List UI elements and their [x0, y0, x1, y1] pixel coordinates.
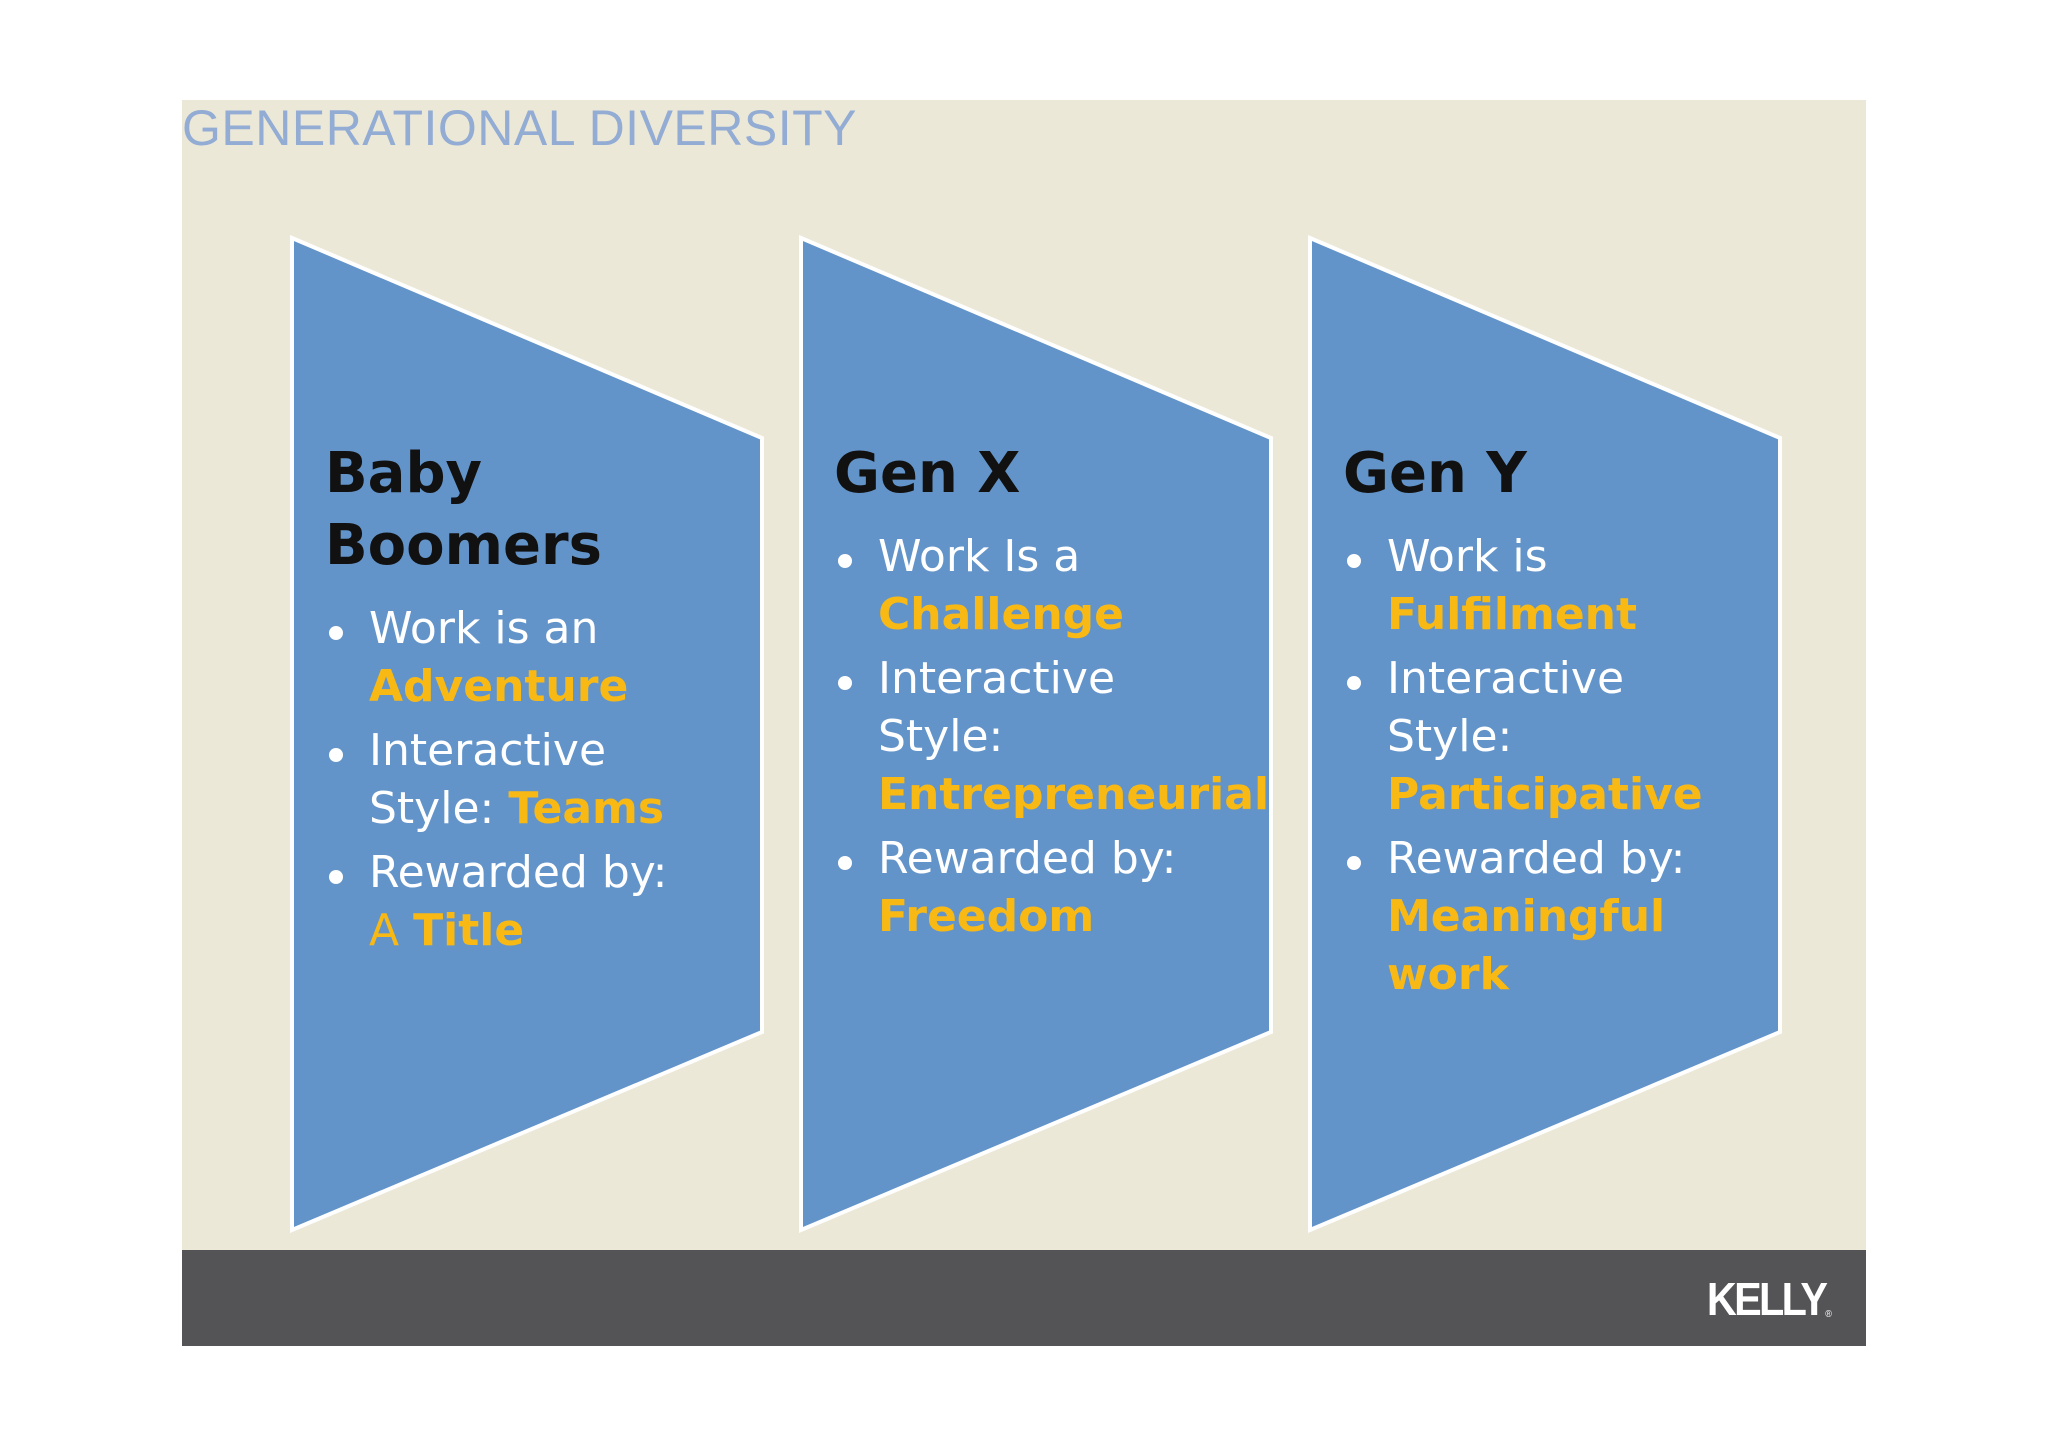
gen-y-content: Gen Y Work is Fulfilment Interactive Sty…: [1343, 438, 1723, 1010]
bullet-dot-icon: [1347, 554, 1361, 568]
panel-gen-y: [1308, 234, 1782, 1234]
bullet-dot-icon: [838, 676, 852, 690]
bullet-dot-icon: [1347, 856, 1361, 870]
bullet-text: Interactive Style:: [1387, 653, 1625, 762]
bullet-highlight: Adventure: [369, 661, 629, 712]
heading-line: Gen Y: [1343, 441, 1527, 506]
heading-line: Baby: [325, 441, 483, 506]
slide: GENERATIONAL DIVERSITY Baby Boomers Work…: [182, 100, 1866, 1250]
bullet-list: Work is an Adventure Interactive Style: …: [325, 600, 705, 960]
logo-text: KELLY: [1706, 1273, 1828, 1325]
bullet-highlight: Teams: [508, 783, 665, 834]
generation-heading: Gen X: [834, 438, 1214, 510]
bullet-item: Interactive Style: Entrepreneurial: [834, 650, 1269, 824]
bullet-item: Work is Fulfilment: [1343, 528, 1723, 644]
generation-heading: Gen Y: [1343, 438, 1723, 510]
heading-line: Boomers: [325, 513, 602, 578]
bullet-item: Interactive Style: Teams: [325, 722, 705, 838]
bullet-item: Work is an Adventure: [325, 600, 705, 716]
heading-line: Gen X: [834, 441, 1021, 506]
bullet-text: Rewarded by:: [369, 847, 668, 898]
panel-gen-x: [799, 234, 1273, 1234]
bullet-dot-icon: [838, 554, 852, 568]
bullet-dot-icon: [329, 748, 343, 762]
footer-bar: KELLY®: [182, 1250, 1866, 1346]
bullet-highlight: Challenge: [878, 589, 1124, 640]
generation-heading: Baby Boomers: [325, 438, 705, 582]
gen-x-content: Gen X Work Is a Challenge Interactive St…: [834, 438, 1269, 952]
bullet-item: Rewarded by: Freedom: [834, 830, 1214, 946]
bullet-item: Rewarded by: Meaningful work: [1343, 830, 1723, 1004]
panel-baby-boomers: [290, 234, 764, 1234]
bullet-item: Interactive Style: Participative: [1343, 650, 1723, 824]
bullet-text: Work is: [1387, 531, 1548, 582]
bullet-text: Work is an: [369, 603, 599, 654]
bullet-list: Work Is a Challenge Interactive Style: E…: [834, 528, 1269, 946]
bullet-text: Interactive Style:: [878, 653, 1116, 762]
bullet-list: Work is Fulfilment Interactive Style: Pa…: [1343, 528, 1723, 1004]
bullet-text: Work Is a: [878, 531, 1081, 582]
bullet-highlight: Meaningful work: [1387, 891, 1666, 1000]
bullet-highlight: Title: [413, 905, 525, 956]
bullet-item: Work Is a Challenge: [834, 528, 1214, 644]
bullet-dot-icon: [1347, 676, 1361, 690]
bullet-prefix: A: [369, 905, 400, 956]
bullet-item: Rewarded by: A Title: [325, 844, 705, 960]
kelly-logo: KELLY®: [1707, 1276, 1832, 1338]
baby-boomers-content: Baby Boomers Work is an Adventure Intera…: [325, 438, 705, 966]
registered-mark-icon: ®: [1825, 1309, 1832, 1320]
bullet-text: Interactive Style:: [369, 725, 607, 834]
bullet-dot-icon: [838, 856, 852, 870]
bullet-dot-icon: [329, 870, 343, 884]
bullet-dot-icon: [329, 626, 343, 640]
generation-panels: [290, 234, 1782, 1234]
bullet-highlight: Fulfilment: [1387, 589, 1638, 640]
bullet-highlight: Entrepreneurial: [878, 769, 1270, 820]
slide-title: GENERATIONAL DIVERSITY: [182, 100, 858, 156]
bullet-text: Rewarded by:: [878, 833, 1177, 884]
bullet-text: Rewarded by:: [1387, 833, 1686, 884]
bullet-highlight: Freedom: [878, 891, 1095, 942]
bullet-highlight: Participative: [1387, 769, 1703, 820]
